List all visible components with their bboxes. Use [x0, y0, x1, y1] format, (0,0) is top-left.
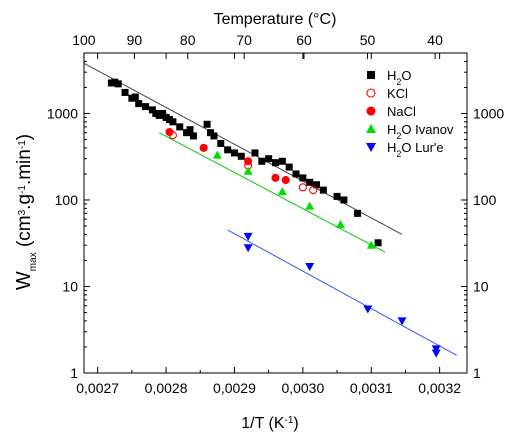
- data-point: [217, 139, 225, 147]
- data-point: [165, 127, 174, 137]
- data-point: [431, 349, 441, 358]
- data-point: [333, 192, 341, 200]
- top-tick-label: 40: [427, 32, 443, 48]
- y-tick-label-right: 100: [473, 192, 497, 208]
- data-point: [309, 186, 318, 195]
- legend-label: H2O Lur'e: [387, 140, 444, 159]
- data-point: [313, 181, 321, 189]
- data-point: [281, 175, 290, 185]
- data-point: [135, 100, 143, 108]
- data-point: [230, 149, 238, 157]
- data-point: [374, 239, 382, 247]
- fit-line: [158, 132, 386, 253]
- data-point: [169, 118, 177, 126]
- data-point: [340, 196, 348, 204]
- data-point: [251, 149, 259, 157]
- data-point: [148, 106, 156, 114]
- data-point: [199, 143, 208, 152]
- top-tick-label: 90: [127, 32, 143, 48]
- legend-marker: [367, 71, 375, 79]
- x-tick-label: 0,0031: [350, 380, 393, 396]
- data-point: [298, 183, 307, 192]
- legend-marker: [366, 106, 376, 116]
- data-point: [212, 150, 222, 159]
- data-point: [397, 317, 407, 326]
- y-tick-label: 1000: [47, 105, 78, 121]
- data-point: [243, 166, 253, 175]
- y-tick-label-right: 10: [473, 278, 489, 294]
- data-point: [363, 305, 373, 314]
- legend-marker: [366, 88, 376, 98]
- y-tick-label-right: 1000: [473, 105, 504, 121]
- top-tick-label: 50: [360, 32, 376, 48]
- data-point: [277, 187, 287, 196]
- data-point: [354, 209, 362, 217]
- data-point: [203, 120, 211, 128]
- data-point: [299, 174, 307, 182]
- fit-line: [227, 229, 457, 356]
- x-tick-label: 0,0032: [418, 380, 461, 396]
- data-point: [271, 173, 280, 182]
- fit-lines: [83, 62, 457, 356]
- top-tick-label: 60: [296, 32, 312, 48]
- x-tick-label: 0,0027: [76, 380, 119, 396]
- bottom-axis-title: 1/T (K-1): [241, 415, 299, 433]
- legend-label: H2O Ivanov: [387, 122, 454, 141]
- data-point: [237, 152, 245, 160]
- data-point: [292, 170, 300, 178]
- data-point: [335, 220, 345, 229]
- axes: 0,0027 0,0028 0,0029 0,0030 0,0031 0,0032 100 9…: [47, 32, 505, 396]
- data-point: [431, 345, 441, 354]
- top-tick-label: 80: [180, 32, 196, 48]
- y-tick-label-right: 1: [473, 365, 481, 381]
- legend-marker: [366, 124, 376, 133]
- x-tick-label: 0,0029: [213, 380, 256, 396]
- data-point: [210, 132, 218, 140]
- data-point: [176, 123, 184, 131]
- legend-label: H2O: [387, 68, 412, 87]
- y-tick-label: 100: [55, 192, 79, 208]
- data-point: [272, 159, 279, 167]
- x-tick-label: 0,0028: [145, 380, 188, 396]
- data-point: [305, 263, 315, 272]
- data-point: [186, 126, 194, 134]
- data-point: [224, 146, 232, 154]
- x-tick-label: 0,0030: [281, 380, 324, 396]
- y-axis-title: Wmax (cm3.g-1.min-1): [13, 134, 39, 290]
- data-point: [278, 157, 286, 165]
- data-point: [114, 80, 122, 88]
- data-point: [366, 240, 376, 249]
- data-point: [243, 244, 253, 253]
- top-tick-label: 70: [236, 32, 252, 48]
- data-point: [319, 186, 327, 194]
- data-point: [265, 155, 273, 163]
- data-marks: [107, 78, 441, 358]
- data-point: [305, 201, 315, 210]
- data-point: [159, 109, 167, 117]
- y-tick-label: 1: [70, 365, 78, 381]
- data-point: [285, 163, 293, 171]
- data-point: [131, 93, 139, 101]
- data-point: [142, 103, 150, 111]
- legend-label: KCl: [387, 86, 408, 101]
- top-tick-label: 100: [72, 32, 96, 48]
- fit-line: [83, 62, 403, 235]
- data-point: [244, 157, 253, 166]
- data-point: [243, 232, 253, 241]
- legend-label: NaCl: [387, 104, 416, 119]
- y-tick-label: 10: [62, 278, 78, 294]
- data-point: [189, 132, 197, 140]
- data-point: [121, 88, 129, 96]
- legend-marker: [366, 143, 376, 152]
- data-point: [258, 157, 266, 165]
- data-point: [306, 178, 314, 186]
- top-axis-title: Temperature (°C): [214, 11, 337, 28]
